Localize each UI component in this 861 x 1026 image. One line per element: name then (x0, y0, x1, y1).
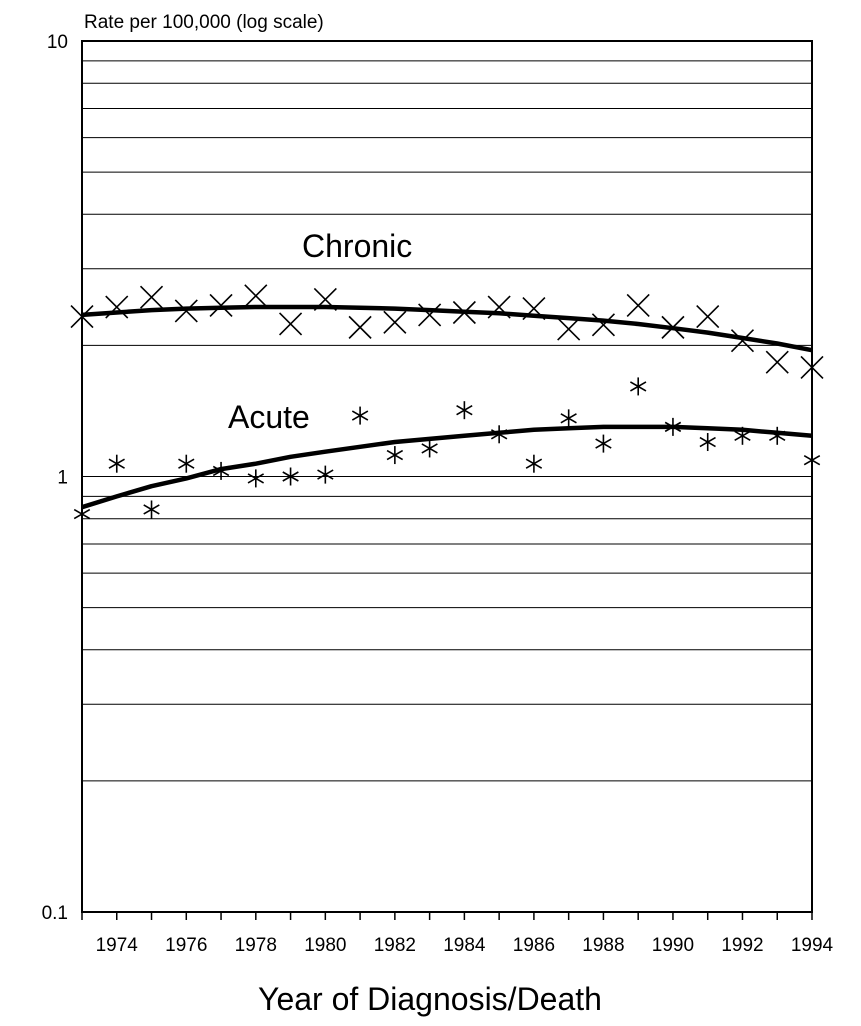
x-tick-label: 1984 (443, 935, 486, 956)
x-tick-label: 1990 (652, 935, 694, 956)
star-marker (73, 505, 91, 524)
x-marker (174, 299, 198, 323)
data-markers (70, 284, 824, 524)
y-tick-label: 0.1 (42, 903, 68, 924)
x-marker (383, 310, 407, 334)
x-tick-marks (81, 912, 813, 920)
y-tick-label: 1 (57, 468, 68, 489)
x-marker (730, 329, 755, 353)
x-marker (348, 315, 372, 339)
x-tick-label: 1978 (235, 935, 277, 956)
x-marker (418, 303, 442, 327)
star-marker (803, 451, 821, 470)
x-tick-label: 1980 (304, 935, 346, 956)
star-marker (421, 439, 438, 458)
y-axis-label: Rate per 100,000 (log scale) (84, 12, 324, 33)
x-marker (626, 293, 650, 318)
x-tick-label: 1988 (582, 935, 624, 956)
x-tick-label: 1986 (513, 935, 555, 956)
x-marker (313, 287, 337, 312)
x-tick-label: 1994 (791, 935, 834, 956)
star-marker (456, 401, 473, 420)
x-marker (522, 297, 546, 321)
x-marker (279, 312, 303, 336)
star-marker (247, 469, 265, 488)
x-marker (591, 313, 615, 337)
x-marker (696, 304, 720, 329)
x-marker (557, 317, 581, 341)
star-marker (525, 454, 543, 473)
x-marker (452, 300, 476, 325)
series-label-chronic: Chronic (302, 228, 412, 264)
x-marker (765, 350, 789, 374)
star-marker (595, 434, 612, 453)
trend-line-acute (81, 424, 813, 510)
star-marker (317, 465, 334, 484)
grid (82, 40, 812, 782)
x-marker (244, 284, 268, 308)
x-marker (661, 315, 685, 339)
y-tick-labels: 0.1 1 10 (42, 32, 68, 924)
star-marker (490, 425, 508, 444)
x-marker (487, 295, 511, 319)
x-tick-label: 1982 (374, 935, 416, 956)
trend-line-chronic (81, 304, 813, 353)
star-marker (734, 426, 751, 445)
star-marker (143, 500, 160, 519)
star-marker (769, 426, 786, 445)
star-marker (282, 467, 299, 486)
x-tick-label: 1976 (165, 935, 207, 956)
star-marker (178, 454, 195, 473)
x-axis-label: Year of Diagnosis/Death (258, 981, 602, 1017)
star-marker (664, 417, 682, 436)
star-marker (386, 446, 404, 465)
y-tick-label: 10 (47, 32, 68, 53)
x-tick-label: 1974 (96, 935, 139, 956)
x-tick-label: 1992 (721, 935, 763, 956)
star-marker (629, 377, 647, 396)
x-marker (105, 295, 129, 319)
star-marker (351, 406, 369, 425)
x-marker (800, 355, 824, 380)
star-marker (560, 409, 577, 428)
x-tick-labels: 1974 1976 1978 1980 1982 1984 1986 1988 1990 1992… (96, 935, 834, 956)
star-marker (108, 454, 125, 473)
x-marker (139, 285, 164, 309)
star-marker (699, 433, 716, 452)
trend-lines (81, 304, 813, 510)
x-marker (209, 293, 233, 318)
x-marker (70, 304, 94, 329)
plot-frame (81, 40, 813, 913)
series-label-acute: Acute (228, 399, 310, 435)
star-marker (212, 461, 230, 480)
